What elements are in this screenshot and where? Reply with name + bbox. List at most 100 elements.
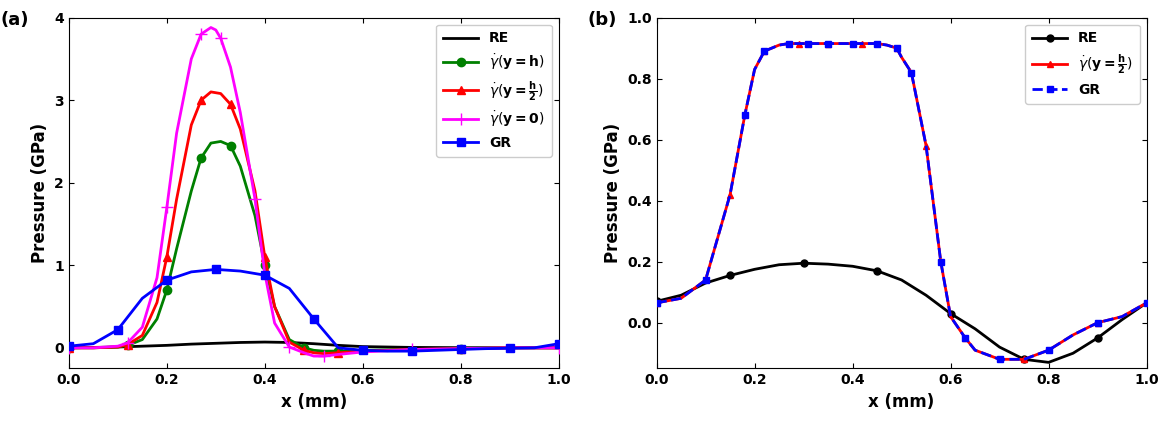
$\dot{\gamma}(\mathbf{y=\frac{h}{2}})$	[170, 197, 184, 202]
Text: (a): (a)	[0, 11, 29, 29]
$\dot{\gamma}(\mathbf{y=\frac{h}{2}})$	[214, 91, 228, 96]
$\dot{\gamma}(\mathbf{y=\frac{h}{2}})$	[920, 143, 934, 148]
$\dot{\gamma}(\mathbf{y=\frac{h}{2}})$	[356, 349, 370, 354]
$\dot{\gamma}(\mathbf{y=0})$	[356, 349, 370, 354]
RE	[1115, 317, 1129, 322]
Line: $\dot{\gamma}(\mathbf{y=\frac{h}{2}})$: $\dot{\gamma}(\mathbf{y=\frac{h}{2}})$	[64, 88, 563, 358]
GR	[1090, 320, 1104, 325]
$\dot{\gamma}(\mathbf{y=\frac{h}{2}})$	[1066, 333, 1080, 338]
$\dot{\gamma}(\mathbf{y=h})$	[268, 304, 282, 309]
$\dot{\gamma}(\mathbf{y=\frac{h}{2}})$	[958, 335, 972, 341]
$\dot{\gamma}(\mathbf{y=h})$	[405, 347, 419, 352]
$\dot{\gamma}(\mathbf{y=0})$	[87, 345, 101, 350]
$\dot{\gamma}(\mathbf{y=\frac{h}{2}})$	[1090, 320, 1104, 325]
GR	[282, 286, 296, 291]
$\dot{\gamma}(\mathbf{y=\frac{h}{2}})$	[880, 43, 894, 48]
$\dot{\gamma}(\mathbf{y=h})$	[214, 139, 228, 144]
GR	[62, 344, 76, 349]
$\dot{\gamma}(\mathbf{y=0})$	[160, 205, 174, 210]
$\dot{\gamma}(\mathbf{y=\frac{h}{2}})$	[160, 254, 174, 260]
GR	[87, 341, 101, 346]
GR	[792, 41, 806, 46]
RE	[552, 345, 566, 350]
RE	[1017, 357, 1031, 362]
$\dot{\gamma}(\mathbf{y=\frac{h}{2}})$	[895, 55, 909, 60]
RE	[723, 273, 737, 278]
GR	[855, 41, 869, 46]
$\dot{\gamma}(\mathbf{y=0})$	[454, 346, 468, 351]
$\dot{\gamma}(\mathbf{y=h})$	[150, 316, 164, 322]
Legend: RE, $\dot{\gamma}(\mathbf{y=h})$, $\dot{\gamma}(\mathbf{y=\frac{h}{2}})$, $\dot{: RE, $\dot{\gamma}(\mathbf{y=h})$, $\dot{…	[436, 24, 552, 157]
$\dot{\gamma}(\mathbf{y=\frac{h}{2}})$	[674, 296, 688, 301]
$\dot{\gamma}(\mathbf{y=\frac{h}{2}})$	[821, 41, 835, 46]
$\dot{\gamma}(\mathbf{y=0})$	[62, 345, 76, 350]
$\dot{\gamma}(\mathbf{y=h})$	[331, 349, 345, 354]
$\dot{\gamma}(\mathbf{y=h})$	[194, 155, 208, 160]
GR	[208, 267, 222, 272]
$\dot{\gamma}(\mathbf{y=\frac{h}{2}})$	[111, 344, 125, 349]
$\dot{\gamma}(\mathbf{y=\frac{h}{2}})$	[782, 41, 796, 46]
$\dot{\gamma}(\mathbf{y=0})$	[233, 110, 247, 115]
$\dot{\gamma}(\mathbf{y=\frac{h}{2}})$	[1115, 314, 1129, 319]
$\dot{\gamma}(\mathbf{y=\frac{h}{2}})$	[1140, 300, 1154, 306]
$\dot{\gamma}(\mathbf{y=\frac{h}{2}})$	[121, 342, 135, 347]
GR	[405, 349, 419, 354]
GR	[943, 314, 957, 319]
$\dot{\gamma}(\mathbf{y=\frac{h}{2}})$	[331, 350, 345, 355]
RE	[748, 267, 762, 272]
GR	[757, 49, 771, 54]
GR	[160, 278, 174, 283]
$\dot{\gamma}(\mathbf{y=0})$	[307, 354, 321, 359]
Line: $\dot{\gamma}(\mathbf{y=h})$: $\dot{\gamma}(\mathbf{y=h})$	[64, 137, 563, 355]
$\dot{\gamma}(\mathbf{y=0})$	[405, 347, 419, 352]
GR	[811, 41, 825, 46]
RE	[62, 345, 76, 350]
GR	[111, 327, 125, 332]
$\dot{\gamma}(\mathbf{y=0})$	[194, 32, 208, 37]
GR	[782, 41, 796, 46]
$\dot{\gamma}(\mathbf{y=\frac{h}{2}})$	[1041, 348, 1055, 353]
$\dot{\gamma}(\mathbf{y=\frac{h}{2}})$	[454, 346, 468, 351]
$\dot{\gamma}(\mathbf{y=0})$	[257, 271, 271, 276]
GR	[674, 296, 688, 301]
GR	[479, 346, 493, 351]
RE	[797, 261, 811, 266]
GR	[528, 345, 542, 350]
$\dot{\gamma}(\mathbf{y=\frac{h}{2}})$	[698, 277, 713, 282]
RE	[1090, 335, 1104, 341]
GR	[698, 277, 713, 282]
GR	[870, 41, 885, 46]
$\dot{\gamma}(\mathbf{y=h})$	[185, 189, 199, 194]
$\dot{\gamma}(\mathbf{y=h})$	[111, 344, 125, 349]
$\dot{\gamma}(\mathbf{y=h})$	[233, 164, 247, 169]
$\dot{\gamma}(\mathbf{y=\frac{h}{2}})$	[801, 41, 815, 46]
GR	[895, 55, 909, 60]
$\dot{\gamma}(\mathbf{y=\frac{h}{2}})$	[136, 333, 150, 338]
GR	[503, 346, 517, 351]
GR	[889, 46, 903, 51]
GR	[380, 349, 394, 354]
RE	[870, 268, 885, 273]
$\dot{\gamma}(\mathbf{y=\frac{h}{2}})$	[257, 254, 271, 260]
GR	[880, 43, 894, 48]
$\dot{\gamma}(\mathbf{y=h})$	[307, 348, 321, 353]
$\dot{\gamma}(\mathbf{y=h})$	[160, 287, 174, 292]
GR	[738, 113, 752, 118]
Legend: RE, $\dot{\gamma}(\mathbf{y=\frac{h}{2}})$, GR: RE, $\dot{\gamma}(\mathbf{y=\frac{h}{2}}…	[1025, 24, 1140, 104]
$\dot{\gamma}(\mathbf{y=\frac{h}{2}})$	[968, 348, 982, 353]
GR	[934, 259, 948, 264]
GR	[257, 273, 271, 278]
$\dot{\gamma}(\mathbf{y=\frac{h}{2}})$	[150, 300, 164, 305]
$\dot{\gamma}(\mathbf{y=0})$	[170, 131, 184, 136]
$\dot{\gamma}(\mathbf{y=0})$	[248, 197, 262, 202]
GR	[835, 41, 849, 46]
GR	[552, 341, 566, 346]
$\dot{\gamma}(\mathbf{y=0})$	[185, 57, 199, 62]
RE	[454, 345, 468, 350]
$\dot{\gamma}(\mathbf{y=\frac{h}{2}})$	[772, 43, 786, 48]
Text: (b): (b)	[589, 11, 618, 29]
$\dot{\gamma}(\mathbf{y=0})$	[331, 352, 345, 357]
$\dot{\gamma}(\mathbf{y=\frac{h}{2}})$	[992, 357, 1006, 362]
GR	[1140, 300, 1154, 306]
GR	[233, 268, 247, 273]
